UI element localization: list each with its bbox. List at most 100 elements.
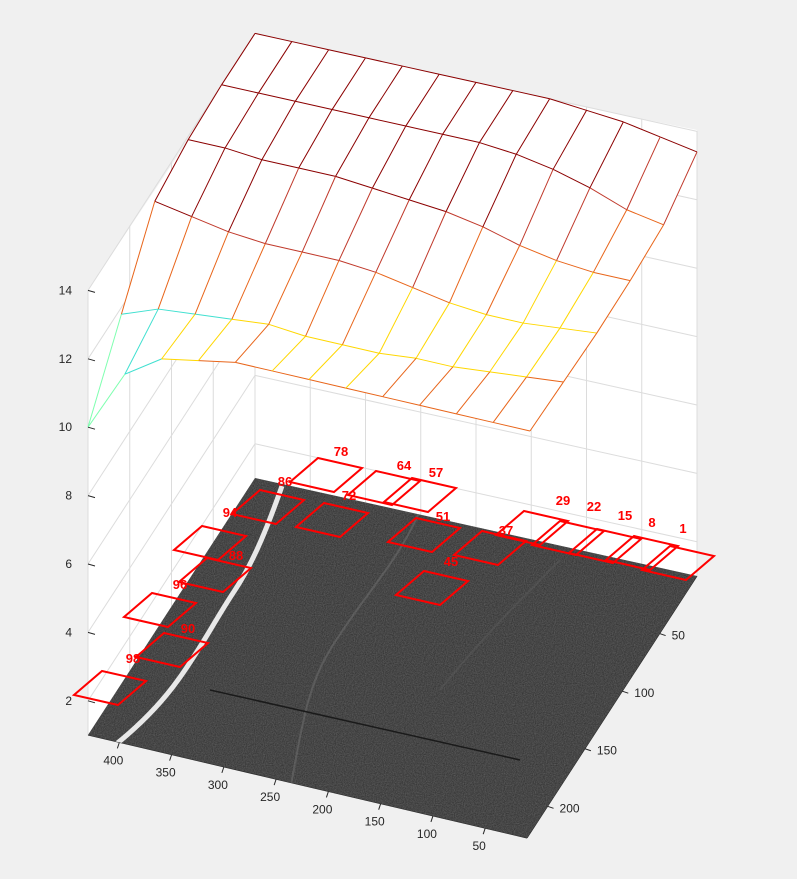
mesh-edge-row xyxy=(331,109,370,119)
patch-label-57: 57 xyxy=(429,465,443,480)
mesh-face xyxy=(338,188,410,273)
mesh-edge-row xyxy=(191,216,229,233)
mesh-face xyxy=(559,272,631,334)
x-tick-label: 50 xyxy=(473,839,487,853)
mesh-face xyxy=(305,260,376,345)
mesh-edge-col xyxy=(331,57,366,110)
mesh-edge-col xyxy=(338,187,373,261)
mesh-face xyxy=(486,245,557,324)
image-floor xyxy=(88,478,697,838)
mesh-edge-row xyxy=(368,117,406,127)
mesh-face xyxy=(419,366,490,414)
mesh-face xyxy=(265,168,336,253)
mesh-edge-col xyxy=(485,245,521,315)
mesh-edge-row xyxy=(379,352,417,359)
mesh-edge-col xyxy=(335,117,370,177)
mesh-edge-row xyxy=(345,387,383,398)
mesh-edge-col xyxy=(294,49,330,102)
mesh-edge-col xyxy=(408,134,444,201)
mesh-edge-col xyxy=(629,224,665,281)
y-tick-mark xyxy=(659,633,666,637)
z-tick-label: 8 xyxy=(65,489,72,503)
mesh-face xyxy=(368,66,440,127)
mesh-edge-row xyxy=(298,167,336,177)
mesh-edge-row xyxy=(412,287,450,304)
x-tick-mark xyxy=(221,766,225,774)
mesh-edge-row xyxy=(552,168,591,189)
y-tick-label: 200 xyxy=(560,801,580,815)
faint-ridge-1 xyxy=(289,509,421,791)
patch-label-45: 45 xyxy=(444,554,458,569)
mesh-face xyxy=(523,260,594,329)
mesh-edge-row xyxy=(291,41,329,51)
mesh-edge-col xyxy=(479,90,514,143)
mesh-edge-row xyxy=(556,260,594,273)
mesh-face xyxy=(409,134,480,212)
y-tick-mark xyxy=(622,690,629,694)
mesh-face xyxy=(412,211,483,303)
z-tick-label: 4 xyxy=(65,625,72,639)
patch-rect-72 xyxy=(293,501,371,539)
x-tick-mark xyxy=(325,791,329,798)
patch-label-64: 64 xyxy=(397,458,412,473)
mesh-face xyxy=(221,33,292,94)
patch-rect-57 xyxy=(381,476,459,514)
mesh-edge-row xyxy=(198,360,236,363)
mesh-edge-col xyxy=(412,211,447,288)
mesh-edge-col xyxy=(198,318,233,361)
mesh-face xyxy=(593,209,664,281)
x-tick-label: 200 xyxy=(312,802,332,816)
mesh-edge-col xyxy=(187,84,223,140)
patch-rect-88 xyxy=(176,556,254,594)
mesh-edge-row xyxy=(365,57,403,67)
patch-label-1: 1 xyxy=(679,521,686,536)
patch-label-22: 22 xyxy=(587,499,601,514)
patch-label-8: 8 xyxy=(648,515,655,530)
patch-rect-1 xyxy=(639,544,717,582)
patch-rect-90 xyxy=(133,631,211,669)
z-tick-mark xyxy=(87,631,96,635)
mesh-edge-row xyxy=(442,133,480,144)
mesh-edge-col xyxy=(515,98,551,155)
mesh-edge-row xyxy=(194,313,232,320)
faint-line xyxy=(209,689,521,761)
mesh-edge-row xyxy=(659,136,698,153)
mesh-edge-row xyxy=(272,370,310,381)
patch-label-94: 94 xyxy=(223,505,238,520)
mesh-edge-col xyxy=(194,231,229,315)
mesh-face xyxy=(452,314,524,372)
y-tick-label: 50 xyxy=(672,629,686,643)
mesh-edge-col xyxy=(234,323,270,363)
mesh-edge-row xyxy=(372,187,410,201)
faint-ridge-2 xyxy=(439,559,561,691)
mesh-face xyxy=(482,154,554,246)
mesh-face xyxy=(198,319,269,363)
mesh-edge-col xyxy=(271,335,306,372)
z-tick-mark xyxy=(87,289,96,293)
x-tick-label: 250 xyxy=(260,790,280,804)
patch-label-72: 72 xyxy=(342,488,356,503)
mesh-edge-row xyxy=(161,358,199,362)
mesh-edge-row xyxy=(405,125,443,135)
mesh-face xyxy=(235,324,306,371)
mesh-edge-row xyxy=(549,98,587,111)
mesh-face xyxy=(272,336,343,380)
mesh-edge-row xyxy=(188,139,226,149)
mesh-face xyxy=(375,199,447,288)
mesh-face xyxy=(382,358,453,406)
mesh-edge-row xyxy=(265,243,303,253)
patch-label-98: 98 xyxy=(126,651,140,666)
mesh-edge-col xyxy=(301,176,336,253)
mesh-face xyxy=(519,169,590,261)
z-tick-label: 12 xyxy=(59,352,73,366)
y-tick-label: 150 xyxy=(597,744,617,758)
mesh-edge-col xyxy=(261,101,296,160)
x-tick-mark xyxy=(273,778,277,786)
mesh-edge-row xyxy=(258,92,296,102)
mesh-edge-col xyxy=(161,313,196,360)
mesh-edge-col xyxy=(489,322,524,373)
patch-label-51: 51 xyxy=(436,509,450,524)
x-tick-mark xyxy=(482,828,486,835)
patch-label-90: 90 xyxy=(181,621,195,636)
